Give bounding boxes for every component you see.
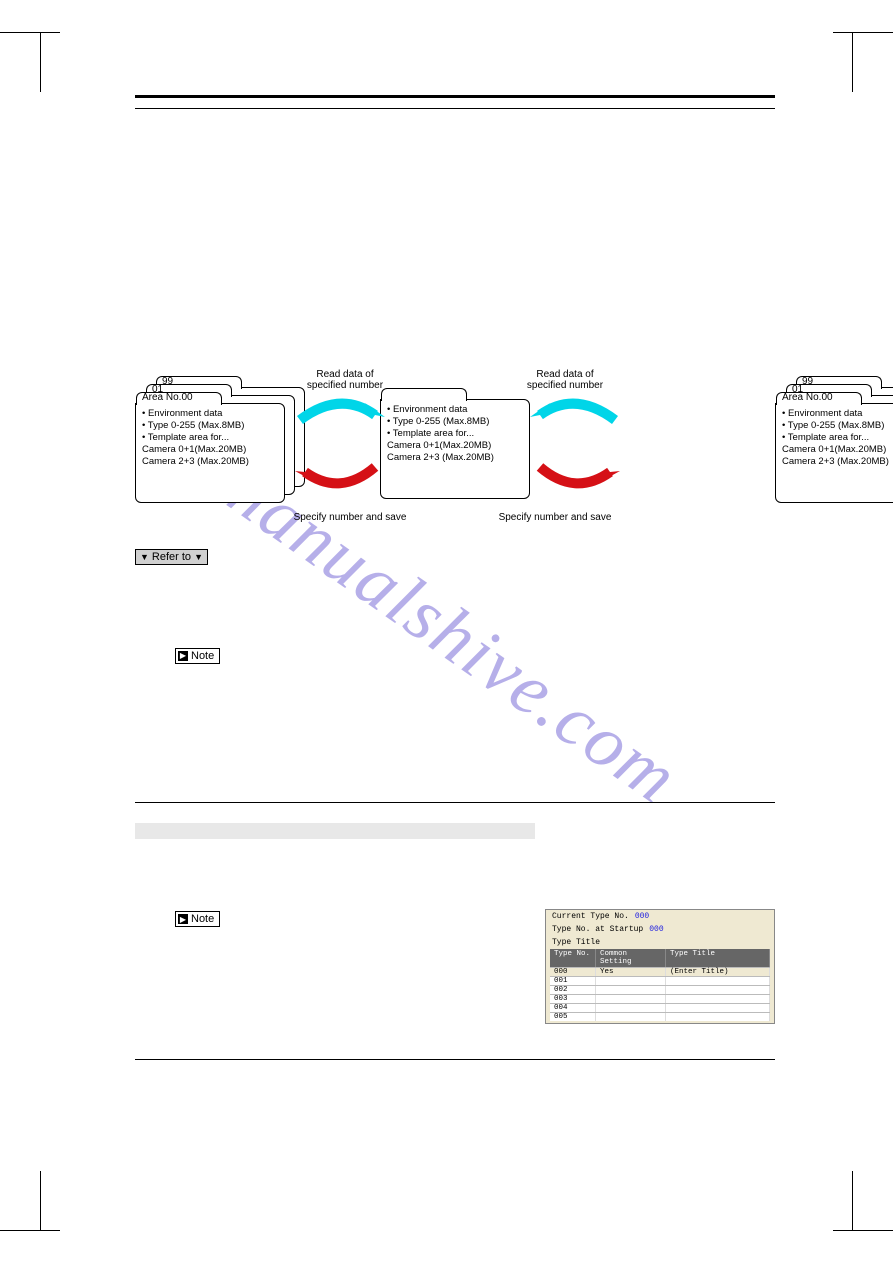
type-settings-panel: Current Type No. 000 Type No. at Startup 0… <box>545 909 775 1024</box>
arrow-label-read: Read data ofspecified number <box>305 369 385 391</box>
type-table: Type No. Common Setting Type Title 000 Y… <box>550 949 770 1021</box>
note-badge: ▶ Note <box>175 648 220 664</box>
rule-top-thick <box>135 95 775 98</box>
page-content: 99 01 Area No.00 • Environment data • Ty… <box>135 95 775 1070</box>
save-arrow-icon <box>295 457 385 497</box>
center-folder: • Environment data • Type 0-255 (Max.8MB… <box>380 399 530 499</box>
value: 000 <box>635 912 649 921</box>
area-diagram: 99 01 Area No.00 • Environment data • Ty… <box>135 377 775 537</box>
folder-tab: Area No.00 <box>782 392 833 403</box>
play-icon: ▶ <box>178 651 188 661</box>
label: Type No. at Startup <box>552 925 643 934</box>
chevron-down-icon: ▼ <box>140 552 149 562</box>
chevron-down-icon: ▼ <box>194 552 203 562</box>
read-arrow-icon <box>530 395 620 435</box>
rule-bottom <box>135 1059 775 1060</box>
arrow-label-save: Specify number and save <box>495 512 615 523</box>
read-arrow-icon <box>295 395 385 435</box>
play-icon: ▶ <box>178 914 188 924</box>
rule-top-thin <box>135 108 775 109</box>
folder-tab: Area No.00 <box>142 392 193 403</box>
arrow-label-save: Specify number and save <box>290 512 410 523</box>
save-arrow-icon <box>530 457 620 497</box>
label: Current Type No. <box>552 912 629 921</box>
folder-body: • Environment data • Type 0-255 (Max.8MB… <box>142 408 280 468</box>
rule-mid <box>135 802 775 803</box>
subsection-bar <box>135 823 535 839</box>
refer-to-badge: ▼ Refer to ▼ <box>135 549 208 565</box>
arrow-label-read: Read data ofspecified number <box>525 369 605 391</box>
value: 000 <box>649 925 663 934</box>
note-badge: ▶ Note <box>175 911 220 927</box>
label: Type Title <box>552 938 600 947</box>
